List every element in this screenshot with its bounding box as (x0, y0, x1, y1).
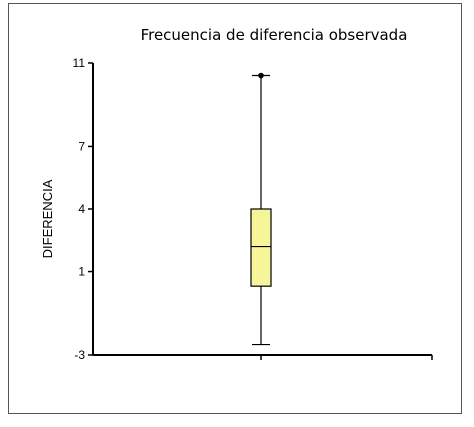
chart-frame: Frecuencia de diferencia observada (8, 3, 462, 414)
y-axis-title: DIFERENCIA (40, 179, 55, 258)
iqr-box (250, 208, 272, 287)
y-tick-label: 11 (73, 56, 86, 70)
y-tick-label: -3 (74, 348, 85, 362)
x-axis (93, 354, 433, 360)
outlier-point (258, 72, 264, 79)
y-tick-label: 4 (78, 202, 85, 216)
y-axis: -3 1 4 7 11 (73, 56, 94, 362)
box-series (250, 72, 272, 346)
y-tick-label: 7 (78, 139, 85, 153)
y-tick-label: 1 (78, 265, 85, 279)
chart-title: Frecuencia de diferencia observada (140, 26, 408, 44)
